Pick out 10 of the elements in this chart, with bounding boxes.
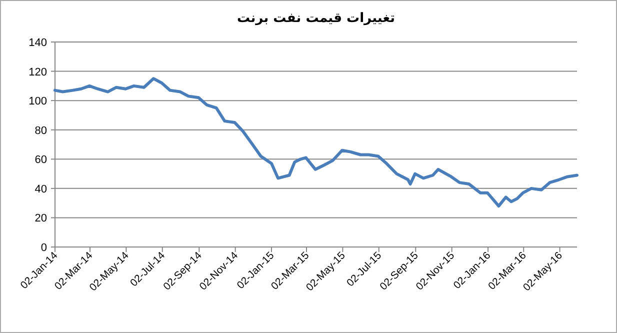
- y-tick-label: 120: [28, 66, 47, 78]
- line-series: [54, 77, 578, 208]
- y-tick-label: 140: [28, 37, 47, 49]
- y-tick-label: 20: [34, 212, 47, 225]
- y-tick-label: 40: [34, 183, 47, 196]
- y-tick-label: 100: [28, 96, 47, 108]
- y-tick-label: 80: [34, 124, 47, 137]
- y-tick-label: 60: [34, 154, 47, 166]
- chart-title: تغییرات قیمت نفت برنت: [237, 11, 395, 26]
- y-tick-label: 0: [40, 242, 47, 254]
